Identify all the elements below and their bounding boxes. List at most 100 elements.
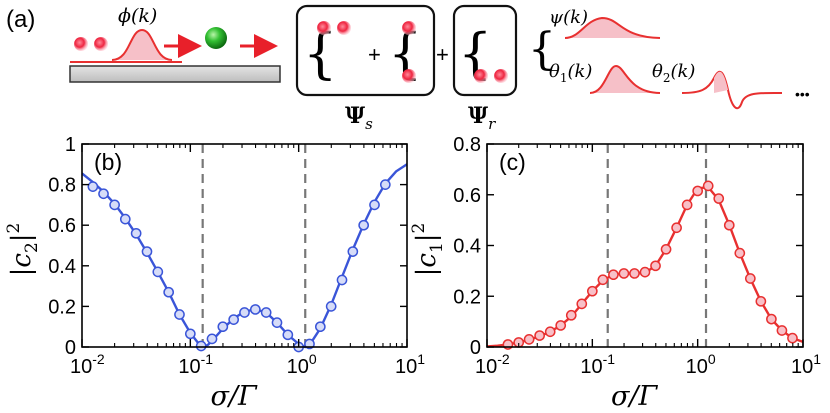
y-tick-label: 0.8 [453,134,481,156]
data-point [618,268,630,279]
y-label-sup: 2 [409,223,429,234]
photon-dot [402,69,416,83]
x-tick-base: 10 [395,356,417,378]
panel-label: (b) [94,149,122,175]
x-tick-label: 101 [395,351,425,378]
x-axis-label: σ/Γ [211,381,259,412]
data-point [565,309,577,321]
panel-label-a: (a) [6,6,35,33]
data-point [755,295,767,307]
data-point [650,260,661,272]
data-point [597,274,609,286]
y-label-tail: | [7,233,37,242]
data-point [787,332,798,344]
psi-r-box [452,4,518,97]
y-tick-label: 0.4 [48,256,76,278]
data-point [271,317,283,328]
x-tick-base: 10 [686,356,708,378]
ellipsis: ••• [795,86,810,102]
phi-label: ϕ(k) [118,5,157,27]
psi-label: ψ(k) [549,7,588,28]
data-point [629,268,640,279]
x-tick-base: 10 [580,356,602,378]
data-point [98,188,109,200]
data-point [87,181,99,192]
data-point [534,330,545,341]
data-point [555,320,567,331]
theta2-label: θ2(k) [652,61,695,85]
phi-pulse-curve [111,28,173,61]
data-point [692,185,704,197]
y-label-sup: 2 [4,223,24,234]
photon-dot [337,21,351,35]
x-tick-label: 10-2 [475,351,510,378]
x-tick-base: 10 [70,356,92,378]
data-point [314,321,326,333]
x-tick-label: 101 [791,351,821,378]
data-point [130,227,142,239]
x-tick-label: 10-1 [178,351,213,378]
photon-dot [494,69,508,83]
y-tick-label: 1 [65,134,76,156]
series-line [81,163,408,349]
plot-frame [486,143,804,348]
data-point [734,247,746,259]
x-tick-exponent: -1 [603,351,616,367]
data-point [702,180,714,192]
theta1-pulse-fill [590,66,660,93]
y-tick-label: 0 [470,337,481,359]
x-tick-exponent: 1 [813,351,821,367]
data-point [660,243,672,255]
data-point [217,321,229,333]
data-point [723,219,735,231]
y-label-main: |c [412,253,442,277]
x-tick-base: 10 [287,356,309,378]
photon-dot [474,69,488,83]
x-tick-exponent: -2 [92,351,105,367]
data-point [119,213,131,225]
y-tick-label: 0.2 [453,286,481,308]
data-point [744,273,756,284]
theta1-pulse-curve [589,64,661,94]
data-point [109,199,120,211]
x-tick-exponent: 0 [309,351,317,367]
psi-s-label: Ψs [345,103,373,133]
data-point [766,313,777,325]
y-tick-label: 0.8 [48,175,76,197]
data-point [681,199,693,211]
data-point [358,219,370,231]
data-point [184,328,196,340]
photon-dot [317,21,331,35]
y-label-sub: 1 [427,242,447,253]
data-point [260,307,272,318]
theta2-pulse-fill [714,71,728,93]
data-point [325,301,337,312]
y-label-tail: | [412,233,442,242]
plot-frame [81,143,408,348]
photon-dot [402,21,416,35]
y-label-sub: 2 [22,242,42,253]
data-point [195,340,207,352]
data-point [239,307,250,318]
x-tick-label: 10-1 [580,351,615,378]
data-point [639,266,651,278]
x-tick-base: 10 [475,356,497,378]
data-point [544,326,556,338]
data-point [282,329,294,341]
theta2-pulse-curve [681,70,783,110]
x-axis-label: σ/Γ [611,381,659,412]
data-point [163,286,175,298]
data-point [141,246,153,257]
data-point [206,333,218,345]
y-tick-label: 0.2 [48,296,76,318]
x-tick-label: 100 [686,351,716,378]
chart-panel-c: 00.20.40.60.810-2 10-1 100 101(c)σ/Γ|c1|2 [409,134,821,412]
brace-icon: { [528,24,556,75]
y-tick-label: 0.6 [453,185,481,207]
data-point [152,266,164,278]
data-point [369,199,380,211]
plus-sign: + [368,42,381,67]
phi-pulse-fill [112,30,172,60]
x-tick-exponent: 1 [417,351,425,367]
